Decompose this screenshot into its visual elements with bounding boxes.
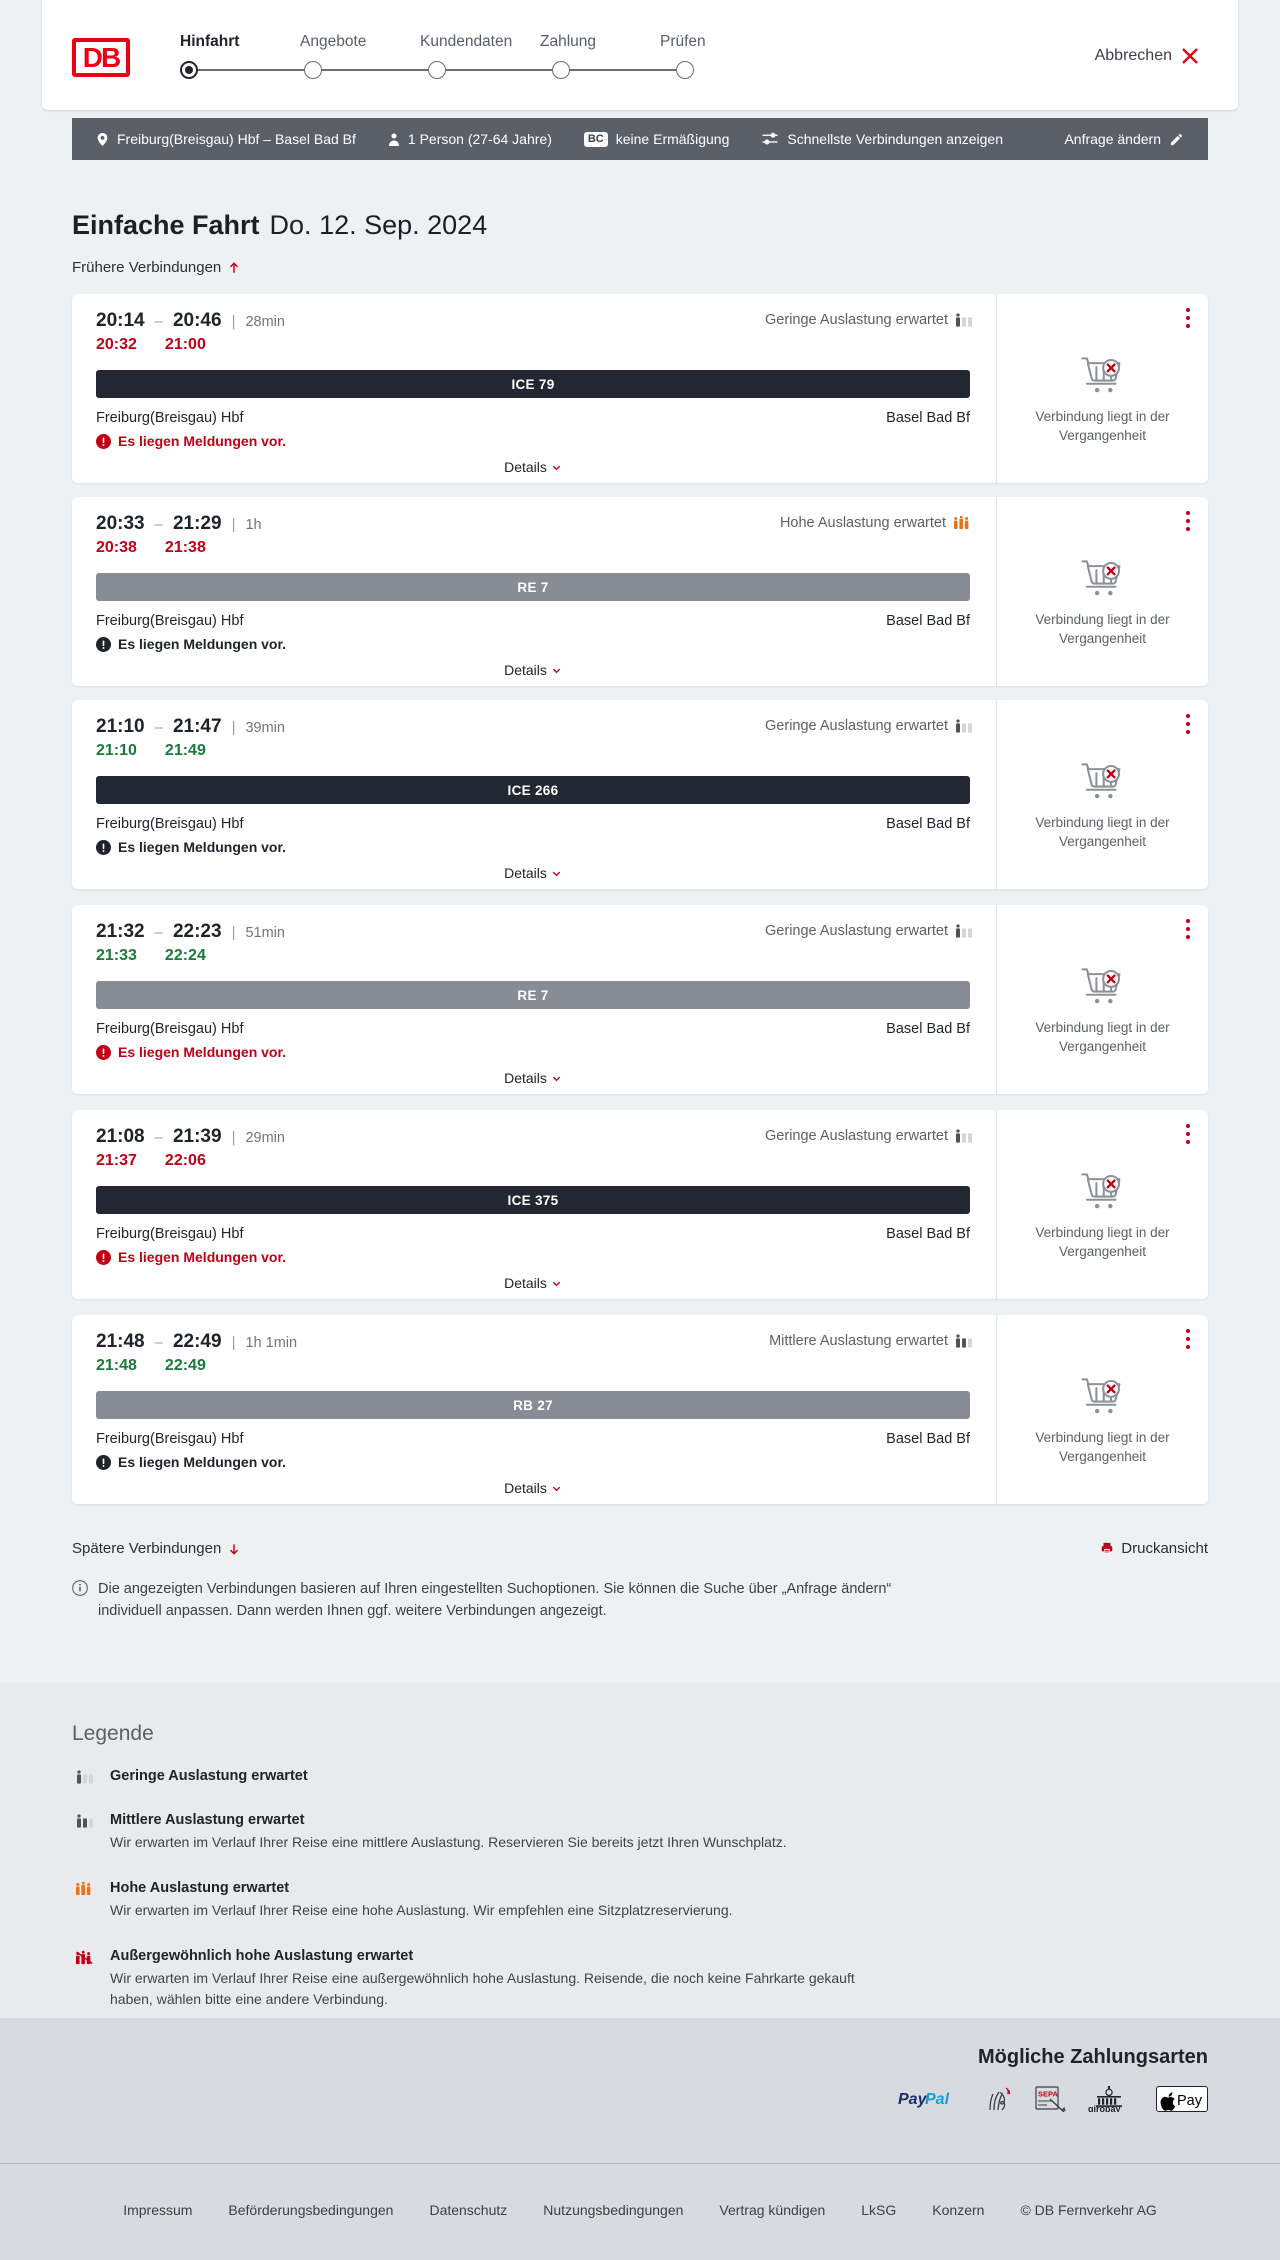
svg-text:Pal: Pal — [925, 2091, 950, 2108]
svg-text:giropay: giropay — [1088, 2104, 1121, 2112]
svg-text:SEPA: SEPA — [1038, 2090, 1058, 2099]
svg-text:Pay: Pay — [1177, 2093, 1203, 2109]
svg-text:Pay: Pay — [898, 2091, 928, 2108]
